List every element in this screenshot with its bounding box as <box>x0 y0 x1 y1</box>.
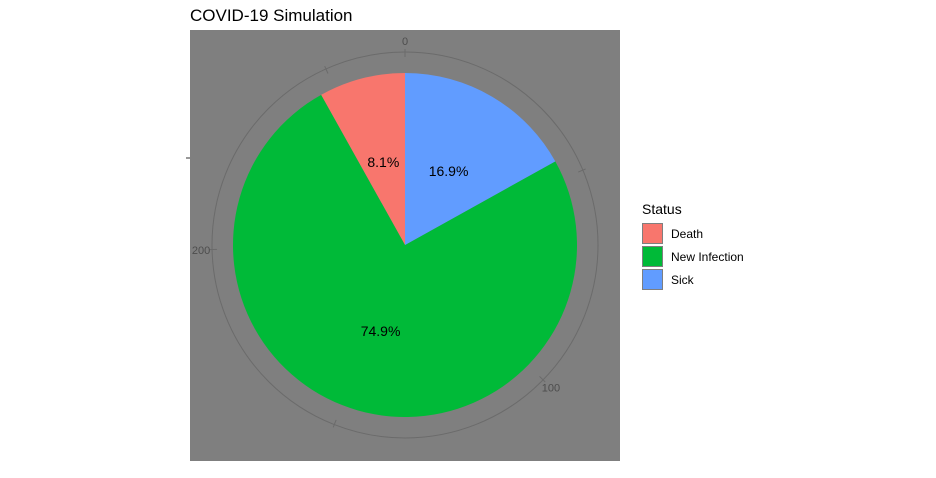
axis-tick-label-0: 0 <box>402 36 408 48</box>
pie-slice-new-infection <box>233 94 577 417</box>
slice-label-sick: 16.9% <box>429 163 469 179</box>
axis-minor-tick-150 <box>332 419 337 428</box>
slice-label-death: 8.1% <box>367 154 399 170</box>
legend-key-death <box>642 223 663 244</box>
pie-slice-sick <box>405 73 556 245</box>
legend-key-sick <box>642 269 663 290</box>
legend-label-new-infection: New Infection <box>671 249 744 264</box>
legend-item-sick: Sick <box>642 268 744 291</box>
legend-label-death: Death <box>671 226 704 241</box>
axis-tick-label-200: 200 <box>192 245 210 257</box>
legend-item-death: Death <box>642 222 744 245</box>
chart-title: COVID-19 Simulation <box>190 6 353 25</box>
pie-slice-death <box>321 73 405 245</box>
axis-tick-100 <box>539 376 546 383</box>
axis-tick-label-100: 100 <box>542 383 560 395</box>
slice-label-new-infection: 74.9% <box>361 323 401 339</box>
legend-item-new-infection: New Infection <box>642 245 744 268</box>
axis-minor-tick-250 <box>324 65 329 74</box>
legend-key-new-infection <box>642 246 663 267</box>
legend-title: Status <box>642 201 682 217</box>
legend-label-sick: Sick <box>671 272 694 287</box>
axis-minor-tick-50 <box>578 168 586 173</box>
legend: Status Death New Infection Sick <box>642 201 744 291</box>
